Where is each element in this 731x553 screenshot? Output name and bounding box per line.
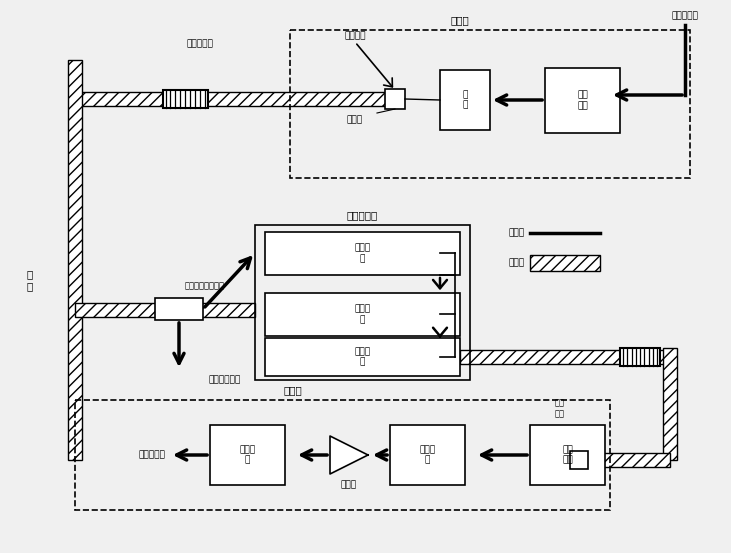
Text: 光调制器: 光调制器 xyxy=(344,31,366,40)
Bar xyxy=(75,400,610,510)
Bar xyxy=(210,425,285,485)
Bar xyxy=(620,348,660,366)
Text: 电端
设备: 电端 设备 xyxy=(577,91,588,110)
Text: 光融合器代续束器: 光融合器代续束器 xyxy=(185,281,225,290)
Bar xyxy=(265,338,460,376)
Bar xyxy=(530,255,600,271)
Bar xyxy=(155,298,203,320)
Text: 连接器: 连接器 xyxy=(347,115,363,124)
Bar xyxy=(290,30,690,178)
Text: 收端机: 收端机 xyxy=(283,385,302,395)
Bar xyxy=(265,232,460,275)
Text: 光检测
器: 光检测 器 xyxy=(355,244,371,263)
Polygon shape xyxy=(330,436,368,474)
Bar xyxy=(570,451,588,469)
Text: 光电
转换: 光电 转换 xyxy=(555,399,565,418)
Bar xyxy=(75,92,390,106)
Bar xyxy=(530,425,605,485)
Text: 放大器: 放大器 xyxy=(341,480,357,489)
Bar xyxy=(570,453,670,467)
Text: 信号解
调: 信号解 调 xyxy=(240,445,256,465)
Bar xyxy=(460,350,670,364)
Text: 电放大
器: 电放大 器 xyxy=(355,305,371,324)
Bar xyxy=(545,68,620,133)
Text: 驱
光: 驱 光 xyxy=(462,90,468,109)
Text: 光
缆: 光 缆 xyxy=(27,269,33,291)
Text: 光纤接续盒: 光纤接续盒 xyxy=(186,39,213,48)
Bar xyxy=(385,89,405,109)
Bar xyxy=(68,60,82,460)
Text: 电信号: 电信号 xyxy=(509,228,525,237)
Text: 光发射
器: 光发射 器 xyxy=(355,347,371,367)
Text: 发端机: 发端机 xyxy=(450,15,469,25)
Text: 光接收
器: 光接收 器 xyxy=(420,445,436,465)
Text: 障碍修复设备: 障碍修复设备 xyxy=(209,375,241,384)
Bar xyxy=(75,303,255,317)
Bar xyxy=(162,90,208,108)
Text: 光放
大器: 光放 大器 xyxy=(562,445,573,465)
Bar xyxy=(265,293,460,336)
Text: 光信号: 光信号 xyxy=(509,258,525,268)
Text: 再生中继器: 再生中继器 xyxy=(347,210,378,220)
Bar xyxy=(440,70,490,130)
Text: 电信号输入: 电信号输入 xyxy=(672,11,698,20)
Bar xyxy=(390,425,465,485)
Text: 电信号输出: 电信号输出 xyxy=(138,451,165,460)
Bar xyxy=(255,225,470,380)
Bar xyxy=(663,348,677,460)
